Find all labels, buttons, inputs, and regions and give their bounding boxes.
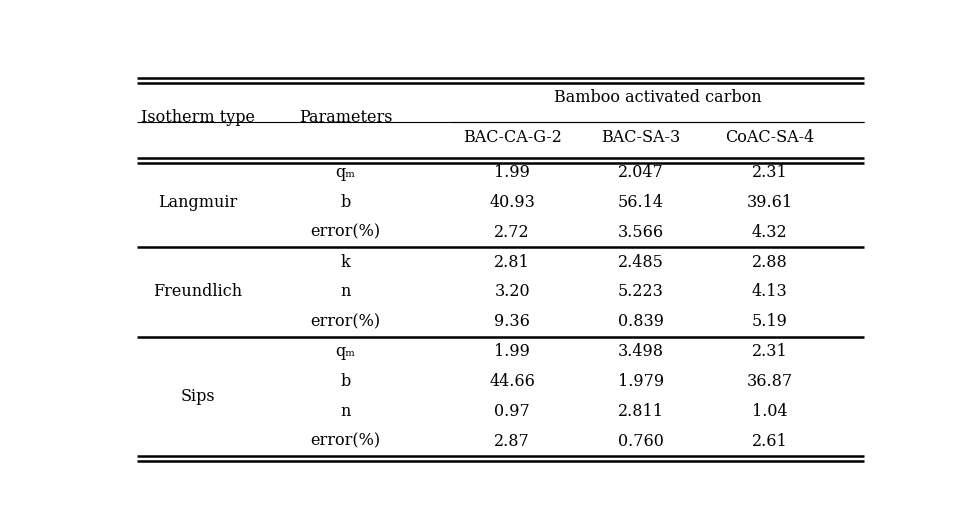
Text: 3.20: 3.20 [494, 283, 530, 300]
Text: 4.32: 4.32 [751, 224, 787, 241]
Text: 0.760: 0.760 [617, 433, 663, 450]
Text: 2.485: 2.485 [617, 253, 663, 270]
Text: 1.04: 1.04 [751, 403, 787, 420]
Text: 1.99: 1.99 [494, 343, 530, 360]
Text: 56.14: 56.14 [617, 194, 663, 211]
Text: 0.97: 0.97 [494, 403, 530, 420]
Text: error(%): error(%) [311, 224, 381, 241]
Text: 2.811: 2.811 [617, 403, 663, 420]
Text: 2.31: 2.31 [751, 343, 787, 360]
Text: Sips: Sips [181, 388, 215, 405]
Text: 0.839: 0.839 [617, 313, 663, 330]
Text: n: n [340, 403, 351, 420]
Text: 2.31: 2.31 [751, 164, 787, 181]
Text: n: n [340, 283, 351, 300]
Text: 44.66: 44.66 [489, 373, 535, 390]
Text: Bamboo activated carbon: Bamboo activated carbon [554, 89, 762, 107]
Text: b: b [340, 373, 351, 390]
Text: 5.223: 5.223 [617, 283, 663, 300]
Text: BAC-SA-3: BAC-SA-3 [601, 129, 680, 146]
Text: qₘ: qₘ [335, 164, 356, 181]
Text: 3.498: 3.498 [617, 343, 663, 360]
Text: 3.566: 3.566 [617, 224, 663, 241]
Text: CoAC-SA-4: CoAC-SA-4 [725, 129, 814, 146]
Text: 4.13: 4.13 [751, 283, 787, 300]
Text: k: k [341, 253, 351, 270]
Text: qₘ: qₘ [335, 343, 356, 360]
Text: 2.047: 2.047 [617, 164, 663, 181]
Text: Langmuir: Langmuir [158, 194, 237, 211]
Text: Isotherm type: Isotherm type [141, 109, 255, 126]
Text: 1.979: 1.979 [617, 373, 663, 390]
Text: 9.36: 9.36 [494, 313, 530, 330]
Text: BAC-CA-G-2: BAC-CA-G-2 [463, 129, 562, 146]
Text: b: b [340, 194, 351, 211]
Text: 5.19: 5.19 [751, 313, 787, 330]
Text: 40.93: 40.93 [489, 194, 535, 211]
Text: 1.99: 1.99 [494, 164, 530, 181]
Text: error(%): error(%) [311, 313, 381, 330]
Text: 2.61: 2.61 [751, 433, 787, 450]
Text: Freundlich: Freundlich [153, 283, 242, 300]
Text: 36.87: 36.87 [746, 373, 792, 390]
Text: 39.61: 39.61 [746, 194, 792, 211]
Text: 2.88: 2.88 [751, 253, 787, 270]
Text: Parameters: Parameters [299, 109, 392, 126]
Text: 2.87: 2.87 [494, 433, 530, 450]
Text: error(%): error(%) [311, 433, 381, 450]
Text: 2.81: 2.81 [494, 253, 530, 270]
Text: 2.72: 2.72 [494, 224, 530, 241]
